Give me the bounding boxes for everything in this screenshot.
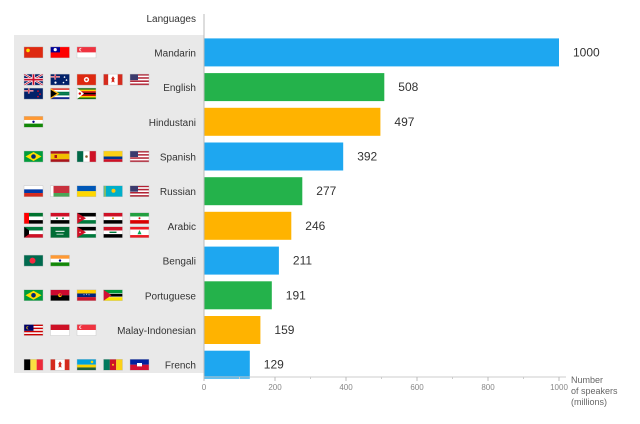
flag-cameroon-icon	[103, 359, 123, 371]
x-axis-title-line-1: Number	[571, 375, 603, 385]
flag-belarus-icon	[50, 185, 70, 197]
x-tick-label: 1000	[550, 383, 568, 392]
label-panel	[14, 35, 204, 373]
bar	[204, 211, 292, 240]
flag-singapore-icon	[76, 324, 97, 336]
category-label: Arabic	[168, 222, 196, 233]
flag-belgium-icon	[23, 359, 44, 371]
bar	[204, 142, 344, 171]
flag-uae-icon	[23, 212, 44, 225]
category-label: Russian	[160, 187, 196, 198]
flag-angola-icon	[50, 289, 70, 301]
flag-usa-icon	[129, 150, 150, 163]
bar	[204, 246, 279, 275]
flag-rwanda-icon	[76, 359, 97, 371]
flag-colombia-icon	[103, 150, 123, 163]
category-label: English	[163, 83, 196, 94]
bar	[204, 38, 559, 67]
category-label: French	[165, 361, 196, 372]
flag-bangladesh-icon	[23, 254, 44, 267]
category-label: Spanish	[160, 153, 196, 164]
category-label: Mandarin	[154, 48, 196, 59]
bar	[204, 350, 250, 379]
value-label: 392	[357, 150, 377, 164]
flag-uk-icon	[23, 73, 44, 87]
flag-iraq-icon	[103, 226, 123, 239]
flag-lebanon-icon	[129, 226, 150, 239]
flag-usa-icon	[129, 185, 150, 197]
flag-australia-icon	[50, 73, 70, 86]
category-label: Bengali	[163, 257, 196, 268]
flag-singapore-icon	[76, 46, 97, 59]
flag-venezuela-icon	[76, 289, 97, 301]
bar	[204, 281, 272, 310]
x-axis-title-line-2: of speakers	[571, 386, 618, 396]
bar	[204, 177, 303, 206]
flag-russia-icon	[23, 185, 44, 197]
flag-india-icon	[23, 116, 44, 128]
flag-ukraine-icon	[76, 185, 97, 197]
x-tick-label: 400	[339, 383, 353, 392]
category-label: Malay-Indonesian	[117, 326, 196, 337]
flag-saudi-arabia-icon	[50, 226, 70, 239]
bar	[204, 73, 385, 102]
value-label: 129	[264, 358, 284, 372]
flag-kazakhstan-icon	[103, 185, 123, 197]
flag-china-icon	[23, 46, 44, 59]
x-axis-title-line-3: (millions)	[571, 397, 607, 407]
x-tick-label: 800	[481, 383, 495, 392]
value-label: 1000	[573, 45, 600, 59]
x-axis-title: Number of speakers (millions)	[571, 375, 620, 407]
category-label: Portuguese	[145, 291, 197, 302]
value-label: 246	[305, 219, 325, 233]
x-tick-label: 0	[202, 383, 207, 392]
flag-mozambique-icon	[103, 289, 123, 301]
flag-india-icon	[50, 254, 70, 267]
flag-jordan-icon	[76, 212, 97, 225]
flag-hong-kong-icon	[76, 73, 97, 86]
flag-malaysia-icon	[23, 324, 44, 336]
value-label: 497	[394, 115, 414, 129]
flag-egypt-icon	[103, 212, 123, 225]
category-label: Hindustani	[149, 118, 196, 129]
flag-brazil-icon	[23, 289, 44, 301]
flag-south-africa-icon	[50, 87, 70, 100]
flag-indonesia-icon	[50, 324, 70, 336]
flag-kuwait-icon	[23, 226, 44, 239]
value-label: 277	[316, 184, 336, 198]
value-label: 508	[398, 80, 418, 94]
flag-taiwan-icon	[50, 46, 70, 59]
flag-new-zealand-icon	[23, 87, 44, 100]
value-label: 159	[274, 323, 294, 337]
flag-usa-icon	[129, 73, 150, 86]
column-header: Languages	[147, 14, 197, 25]
flag-jordan-icon	[76, 226, 97, 239]
flag-syria-icon	[50, 212, 70, 225]
flag-spain-icon	[50, 150, 70, 163]
flag-iran-icon	[129, 212, 150, 225]
flag-brazil-icon	[23, 150, 44, 163]
flag-zimbabwe-icon	[76, 87, 97, 100]
bar	[204, 316, 261, 344]
flag-haiti-icon	[129, 359, 150, 371]
x-tick-label: 600	[410, 383, 424, 392]
value-label: 211	[293, 254, 312, 268]
flag-mexico-icon	[76, 150, 97, 163]
bar	[204, 107, 381, 136]
x-tick-label: 200	[268, 383, 282, 392]
flag-canada-icon	[50, 359, 70, 371]
flag-canada-icon	[103, 73, 123, 86]
value-label: 191	[286, 288, 306, 302]
